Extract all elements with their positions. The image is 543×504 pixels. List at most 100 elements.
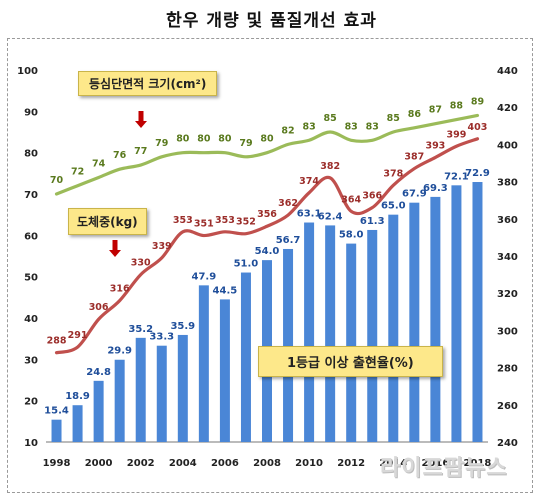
y-right-tick-label: 340 [497, 252, 518, 263]
bar-value-label: 65.0 [381, 201, 406, 212]
y-right-tick-label: 400 [497, 140, 518, 151]
bar [304, 222, 315, 442]
bar [430, 196, 441, 442]
area-value-label: 74 [92, 158, 106, 169]
x-tick-label: 2018 [464, 458, 492, 469]
bar [283, 248, 294, 442]
chart-frame [7, 38, 533, 493]
x-tick-label: 2002 [127, 458, 155, 469]
y-right-tick-label: 380 [497, 178, 518, 189]
bar [72, 405, 83, 442]
area-value-label: 70 [50, 175, 64, 186]
bar-value-label: 72.1 [444, 171, 469, 182]
y-right-tick-label: 360 [497, 215, 518, 226]
bar [451, 185, 462, 442]
bar-value-label: 18.9 [65, 391, 90, 402]
weight-value-label: 393 [425, 140, 445, 151]
bar [156, 345, 167, 442]
y-right-tick-label: 420 [497, 103, 518, 114]
y-right-tick-label: 260 [497, 401, 518, 412]
x-tick-label: 2014 [379, 458, 407, 469]
area-value-label: 85 [324, 113, 337, 124]
weight-value-label: 403 [468, 122, 488, 133]
y-left-tick-label: 80 [24, 149, 38, 160]
bar-value-label: 44.5 [213, 285, 238, 296]
bar-value-label: 29.9 [107, 346, 132, 357]
bar-value-label: 62.4 [318, 211, 343, 222]
y-left-tick-label: 90 [24, 107, 38, 118]
bar-value-label: 47.9 [192, 271, 217, 282]
area-value-label: 88 [450, 101, 464, 112]
bar-value-label: 63.1 [297, 209, 322, 220]
watermark-logo: 라이프팜뉴스 [380, 456, 508, 481]
y-left-tick-label: 100 [17, 66, 38, 77]
area-value-label: 83 [302, 121, 315, 132]
bar [472, 182, 483, 442]
bar-value-label: 54.0 [255, 246, 280, 257]
bar-value-label: 24.8 [86, 367, 111, 378]
area-value-label: 77 [134, 146, 147, 157]
weight-value-label: 366 [362, 191, 382, 202]
area-value-label: 89 [471, 96, 484, 107]
arrow-shaft [112, 240, 118, 250]
bar [240, 272, 251, 442]
bar [219, 299, 230, 442]
x-tick-label: 2000 [85, 458, 113, 469]
bar-value-label: 58.0 [339, 230, 364, 241]
bar [177, 334, 188, 442]
bar-value-label: 67.9 [402, 189, 427, 200]
y-left-tick-label: 60 [24, 231, 38, 242]
bar [114, 359, 125, 442]
y-right-tick-label: 440 [497, 66, 518, 77]
bar-value-label: 15.4 [44, 406, 69, 417]
x-tick-label: 1998 [43, 458, 71, 469]
weight-value-label: 374 [299, 176, 319, 187]
weight-value-label: 362 [278, 198, 298, 209]
bar-value-label: 35.9 [170, 321, 195, 332]
weight-value-label: 353 [173, 215, 193, 226]
bar-value-label: 72.9 [465, 168, 490, 179]
carcass-weight-arrow-icon [109, 240, 121, 257]
bar [346, 243, 357, 442]
carcass-weight-line [54, 137, 480, 355]
x-tick-label: 2012 [337, 458, 365, 469]
arrow-shaft [138, 111, 144, 121]
area-value-label: 79 [239, 138, 252, 149]
x-tick-label: 2010 [295, 458, 323, 469]
area-value-label: 86 [408, 109, 422, 120]
grade1-rate-callout: 1등급 이상 출현율(%) [258, 346, 443, 377]
area-value-label: 83 [345, 121, 358, 132]
bar [325, 225, 336, 442]
x-tick-label: 2006 [211, 458, 239, 469]
weight-value-label: 399 [447, 129, 467, 140]
bar [388, 214, 399, 442]
weight-value-label: 330 [131, 258, 151, 269]
area-value-label: 82 [281, 125, 294, 136]
weight-value-label: 364 [341, 194, 361, 205]
bar-value-label: 56.7 [276, 235, 301, 246]
x-tick-label: 2016 [421, 458, 449, 469]
loin-area-arrow-icon [135, 111, 147, 128]
area-value-label: 80 [176, 134, 190, 145]
arrow-head [135, 121, 147, 128]
y-right-tick-label: 240 [497, 438, 518, 449]
bar-value-label: 61.3 [360, 216, 385, 227]
weight-value-label: 356 [257, 209, 277, 220]
weight-value-label: 351 [194, 219, 214, 230]
y-left-tick-label: 10 [24, 438, 38, 449]
y-left-tick-label: 70 [24, 190, 38, 201]
y-right-tick-label: 320 [497, 289, 518, 300]
loin-area-callout: 등심단면적 크기(cm²) [78, 71, 218, 96]
x-tick-label: 2004 [169, 458, 197, 469]
y-right-tick-label: 300 [497, 326, 518, 337]
y-right-tick-label: 280 [497, 364, 518, 375]
bar-value-label: 51.0 [234, 259, 259, 270]
bar [409, 202, 420, 442]
bar-value-label: 35.2 [128, 324, 153, 335]
area-value-label: 72 [71, 167, 84, 178]
weight-value-label: 382 [320, 161, 340, 172]
y-left-tick-label: 30 [24, 355, 38, 366]
weight-value-label: 353 [215, 215, 235, 226]
weight-value-label: 291 [68, 330, 88, 341]
area-value-label: 79 [155, 138, 168, 149]
